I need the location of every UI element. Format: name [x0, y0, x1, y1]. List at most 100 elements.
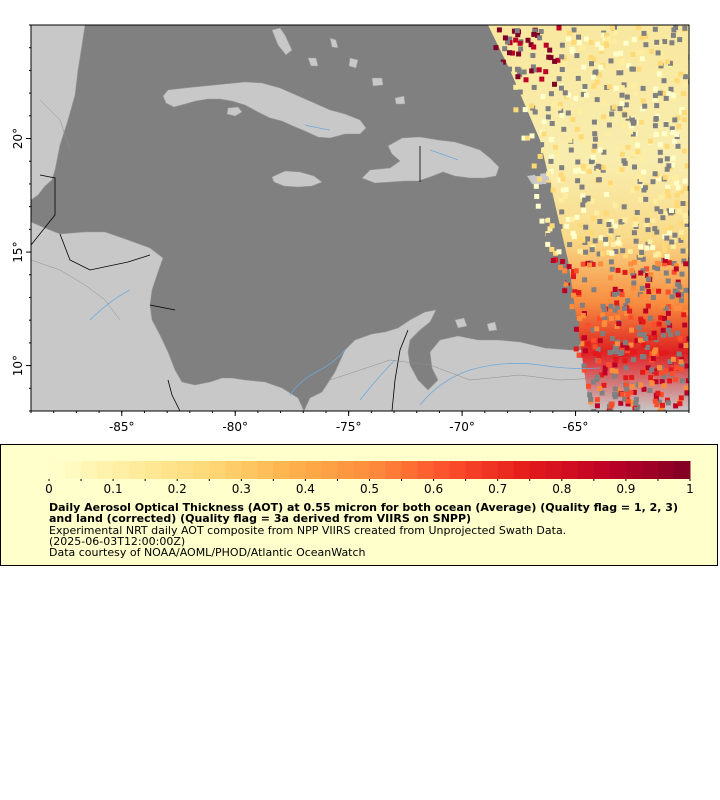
- aot-pixel: [566, 30, 572, 36]
- aot-pixel: [655, 50, 661, 56]
- colorbar-cell: [273, 461, 290, 479]
- aot-pixel: [624, 94, 630, 100]
- aot-pixel: [580, 313, 586, 318]
- aot-pixel: [608, 228, 614, 234]
- aot-pixel: [634, 210, 640, 215]
- aot-pixel: [573, 346, 579, 352]
- aot-pixel: [566, 92, 572, 98]
- aot-pixel: [637, 252, 643, 258]
- aot-pixel: [579, 302, 585, 308]
- aot-pixel: [567, 299, 573, 305]
- aot-pixel: [529, 103, 535, 109]
- aot-pixel: [657, 40, 663, 46]
- y-tick-label: 20°: [11, 128, 25, 149]
- aot-pixel: [549, 137, 555, 143]
- aot-pixel: [630, 384, 636, 390]
- aot-pixel: [677, 305, 683, 311]
- aot-pixel: [631, 280, 637, 286]
- aot-pixel: [588, 54, 594, 60]
- aot-pixel: [500, 59, 506, 65]
- aot-pixel: [609, 401, 615, 407]
- rivers: [89, 124, 601, 406]
- aot-pixel: [496, 27, 502, 33]
- aot-pixel: [609, 250, 615, 256]
- aot-pixel: [666, 163, 672, 169]
- aot-pixel: [545, 233, 551, 238]
- colorbar-ticks: 0 0.1 0.2 0.3 0.4 0.5 0.6 0.7 0.8 0.9 1: [45, 479, 694, 496]
- colorbar-tick-label: 0.3: [232, 482, 251, 496]
- aot-pixel: [639, 285, 645, 291]
- aot-pixel: [647, 388, 653, 393]
- aot-pixel: [559, 279, 565, 285]
- aot-pixel: [676, 123, 682, 129]
- aot-pixel: [653, 198, 658, 204]
- aot-pixel: [561, 255, 567, 261]
- aot-pixel: [668, 86, 674, 92]
- aot-pixel: [676, 208, 682, 214]
- aot-pixel: [637, 337, 643, 343]
- aot-pixel: [590, 74, 596, 80]
- aot-pixel: [662, 242, 668, 248]
- aot-pixel: [624, 345, 630, 351]
- aot-pixel: [653, 379, 659, 385]
- colorbar-tick-label: 0.4: [296, 482, 315, 496]
- aot-pixel: [569, 304, 575, 310]
- aot-pixel: [553, 250, 559, 256]
- aot-pixel: [581, 367, 587, 373]
- aot-pixel: [576, 352, 582, 358]
- aot-pixel: [502, 46, 508, 52]
- aot-pixel: [628, 261, 634, 267]
- aot-pixel: [592, 143, 598, 149]
- aot-pixel: [546, 54, 552, 60]
- y-axis: 20° 15° 10°: [11, 24, 31, 412]
- aot-pixel: [671, 27, 677, 33]
- aot-pixel: [656, 71, 662, 77]
- aot-pixel: [580, 168, 586, 174]
- aot-pixel: [625, 392, 631, 398]
- aot-pixel: [658, 51, 664, 57]
- aot-pixel: [590, 261, 596, 267]
- aot-pixel: [602, 370, 608, 376]
- aot-pixel: [604, 32, 609, 38]
- aot-pixel: [674, 365, 680, 371]
- aot-pixel: [560, 259, 566, 264]
- aot-pixel: [607, 180, 613, 186]
- plot-frame: [30, 24, 690, 412]
- aot-pixel: [661, 261, 667, 267]
- aot-pixel: [628, 314, 634, 320]
- aot-pixel: [595, 167, 601, 173]
- aot-pixel: [533, 67, 539, 73]
- aot-pixel: [651, 322, 657, 327]
- aot-pixel: [682, 74, 688, 80]
- aot-pixel: [516, 67, 522, 73]
- aot-pixel: [652, 264, 658, 270]
- colorbar-cell: [369, 461, 387, 479]
- aot-pixel: [662, 131, 668, 137]
- aot-pixel: [665, 397, 670, 403]
- aot-pixel: [641, 30, 647, 36]
- aot-pixel: [583, 249, 589, 255]
- colorbar-cell: [145, 461, 162, 479]
- aot-pixel: [591, 215, 597, 221]
- aot-pixel: [663, 305, 669, 311]
- aot-pixel: [617, 106, 623, 112]
- aot-pixel: [641, 354, 647, 360]
- aot-map: -85° -80° -75° -70° -65° 20° 15° 10°: [11, 24, 690, 434]
- aot-pixel: [513, 96, 519, 101]
- aot-pixel: [541, 131, 547, 137]
- aot-pixel: [678, 395, 684, 401]
- aot-pixel: [639, 49, 645, 55]
- aot-pixel: [648, 138, 653, 144]
- colorbar-cell: [625, 461, 643, 479]
- colorbar-cell: [81, 461, 98, 479]
- state-borders: [31, 99, 641, 386]
- aot-pixel: [661, 374, 667, 380]
- aot-pixel: [562, 90, 568, 96]
- aot-pixel: [594, 79, 600, 85]
- aot-pixel: [531, 84, 537, 90]
- aot-pixel: [505, 39, 510, 45]
- aot-pixel: [622, 306, 627, 311]
- aot-pixel: [664, 235, 670, 241]
- aot-pixel: [650, 245, 656, 251]
- aot-pixel: [601, 382, 607, 388]
